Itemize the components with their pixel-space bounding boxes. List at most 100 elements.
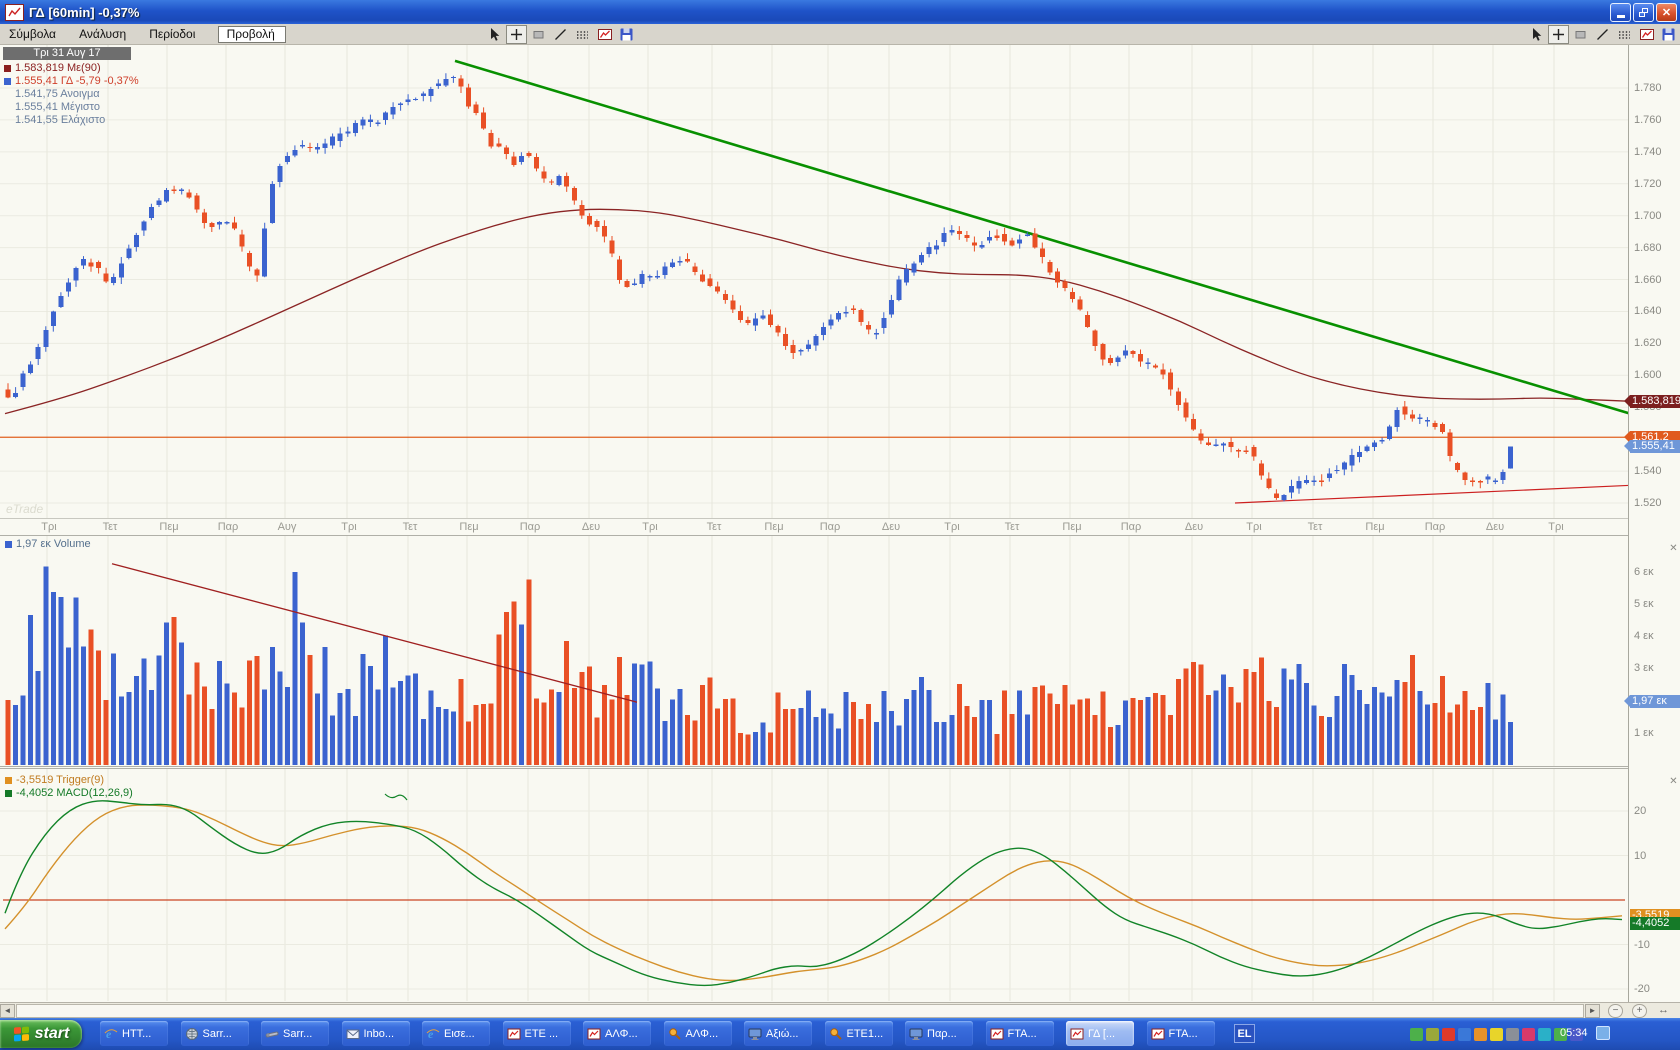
menu-bar: Σύμβολα Ανάλυση Περίοδοι Προβολή [0, 24, 1680, 45]
day-label: Πεμ [1365, 521, 1385, 533]
fit-width-icon[interactable]: ↔ [1658, 1004, 1669, 1016]
taskbar-button-14[interactable]: FTA... [1146, 1021, 1215, 1046]
legend-text: 1.555,41 Μέγιστο [15, 101, 100, 113]
chart-icon [507, 1027, 521, 1041]
line-tool-icon[interactable] [1592, 25, 1613, 44]
day-label: Δευ [1184, 521, 1204, 533]
price-axis-label: 1.740 [1634, 146, 1662, 158]
dotted-tool-icon[interactable] [1614, 25, 1635, 44]
taskbar-button-1[interactable]: e HTT... [100, 1021, 168, 1046]
price-legend-row: 1.555,41 ΓΔ -5,79 -0,37% [4, 75, 139, 87]
svg-text:e: e [106, 1027, 112, 1041]
taskbar-button-label: ΑΛΦ... [605, 1027, 638, 1040]
zoom-out-button[interactable]: − [1608, 1004, 1623, 1018]
taskbar-button-2[interactable]: Sarr... [180, 1021, 249, 1046]
tray-icon-7[interactable] [1506, 1027, 1519, 1041]
legend-text: -3,5519 Trigger(9) [16, 774, 105, 786]
menu-item-4[interactable]: Προβολή [226, 27, 275, 41]
crosshair-tool-icon[interactable] [506, 25, 527, 44]
close-icon: ✕ [1661, 6, 1672, 19]
pointer-tool-icon[interactable] [484, 25, 505, 44]
day-label: Αυγ [277, 521, 297, 533]
box-tool-icon[interactable] [528, 25, 549, 44]
close-button[interactable]: ✕ [1656, 2, 1677, 22]
day-label: Τετ [1004, 521, 1020, 533]
toolbar-left [484, 24, 637, 45]
taskbar-button-4[interactable]: Inbo... [341, 1021, 410, 1046]
menu-item-1[interactable]: Σύμβολα [9, 27, 56, 41]
tray-icon-11[interactable] [1570, 1027, 1583, 1041]
line-tool-icon[interactable] [550, 25, 571, 44]
scroll-left-button[interactable]: ◄ [0, 1004, 15, 1018]
tray-icon-2[interactable] [1426, 1027, 1439, 1041]
menu-item-3[interactable]: Περίοδοι [149, 27, 196, 41]
macd-axis-label: 20 [1634, 805, 1647, 817]
price-legend-row: 1.583,819 Με(90) [4, 62, 101, 74]
show-desktop-icon[interactable] [1596, 1026, 1610, 1040]
taskbar-button-12[interactable]: FTA... [985, 1021, 1054, 1046]
svg-text:e: e [428, 1027, 434, 1041]
box-tool-icon[interactable] [1570, 25, 1591, 44]
taskbar-button-10[interactable]: ΕΤΕ1... [824, 1021, 893, 1046]
taskbar-button-7[interactable]: ΑΛΦ... [583, 1021, 651, 1046]
dotted-tool-icon[interactable] [572, 25, 593, 44]
macd-tag: -4,4052 [1630, 917, 1680, 930]
tray-icon-5[interactable] [1474, 1027, 1487, 1041]
chart-tool-icon[interactable] [594, 25, 615, 44]
tray-icon-6[interactable] [1490, 1027, 1503, 1041]
taskbar-button-6[interactable]: ETE ... [502, 1021, 571, 1046]
volume-axis-label: 1 εκ [1634, 727, 1654, 739]
chart-tool-icon[interactable] [1636, 25, 1657, 44]
tool-icon [265, 1027, 279, 1041]
zoom-in-button[interactable]: + [1632, 1004, 1647, 1018]
tray-icon-3[interactable] [1442, 1027, 1455, 1041]
symbol-quick-input[interactable] [218, 26, 286, 43]
start-label: start [34, 1025, 70, 1042]
menu-item-2[interactable]: Ανάλυση [79, 27, 127, 41]
crosshair-tool-icon[interactable] [1548, 25, 1569, 44]
save-tool-icon[interactable] [616, 25, 637, 44]
language-indicator[interactable]: EL [1234, 1024, 1255, 1043]
tray-icon-4[interactable] [1458, 1027, 1471, 1041]
tray-icon-1[interactable] [1410, 1027, 1423, 1041]
restore-button[interactable] [1633, 2, 1654, 22]
taskbar-button-5[interactable]: e Εισε... [422, 1021, 490, 1046]
volume-chart-canvas[interactable] [0, 535, 1628, 768]
taskbar-button-label: Παρ... [927, 1027, 957, 1040]
day-label: Πεμ [159, 521, 179, 533]
macd-legend-row: -4,4052 MACD(12,26,9) [5, 787, 133, 799]
macd-axis-label: 10 [1634, 850, 1647, 862]
app-chart-icon [5, 3, 24, 21]
title-bar: ΓΔ [60min] -0,37% ✕ [0, 0, 1680, 24]
macd-chart-canvas[interactable] [0, 768, 1628, 1002]
scroll-thumb[interactable] [16, 1004, 1584, 1018]
price-axis-column [1628, 45, 1680, 1002]
taskbar-button-11[interactable]: Παρ... [905, 1021, 973, 1046]
macd-pane-close-icon[interactable]: ✕ [1669, 776, 1678, 787]
macd-legend-row: -3,5519 Trigger(9) [5, 774, 104, 786]
taskbar-button-9[interactable]: Αξιώ... [744, 1021, 812, 1046]
price-chart-canvas[interactable] [0, 45, 1628, 535]
volume-pane-close-icon[interactable]: ✕ [1669, 543, 1678, 554]
day-label: Δευ [881, 521, 901, 533]
taskbar-button-8[interactable]: ΑΛΦ... [663, 1021, 732, 1046]
taskbar-button-13[interactable]: ΓΔ [... [1066, 1021, 1134, 1046]
minimize-button[interactable] [1610, 2, 1631, 22]
taskbar-button-label: Αξιώ... [766, 1027, 799, 1040]
taskbar-button-label: HTT... [122, 1027, 152, 1040]
monitor-icon [748, 1027, 762, 1041]
price-axis-label: 1.660 [1634, 274, 1662, 286]
save-tool-icon[interactable] [1658, 25, 1679, 44]
macd-axis-label: -20 [1634, 983, 1650, 995]
taskbar-button-3[interactable]: Sarr... [261, 1021, 329, 1046]
day-label: Τρι [944, 521, 960, 533]
tray-icon-8[interactable] [1522, 1027, 1535, 1041]
tray-icon-10[interactable] [1554, 1027, 1567, 1041]
tray-icon-9[interactable] [1538, 1027, 1551, 1041]
scroll-right-button[interactable]: ► [1585, 1004, 1600, 1018]
start-button[interactable]: start [0, 1020, 82, 1048]
price-axis-label: 1.700 [1634, 210, 1662, 222]
pointer-tool-icon[interactable] [1526, 25, 1547, 44]
ie-icon: e [104, 1027, 118, 1041]
taskbar-button-label: Εισε... [444, 1027, 475, 1040]
